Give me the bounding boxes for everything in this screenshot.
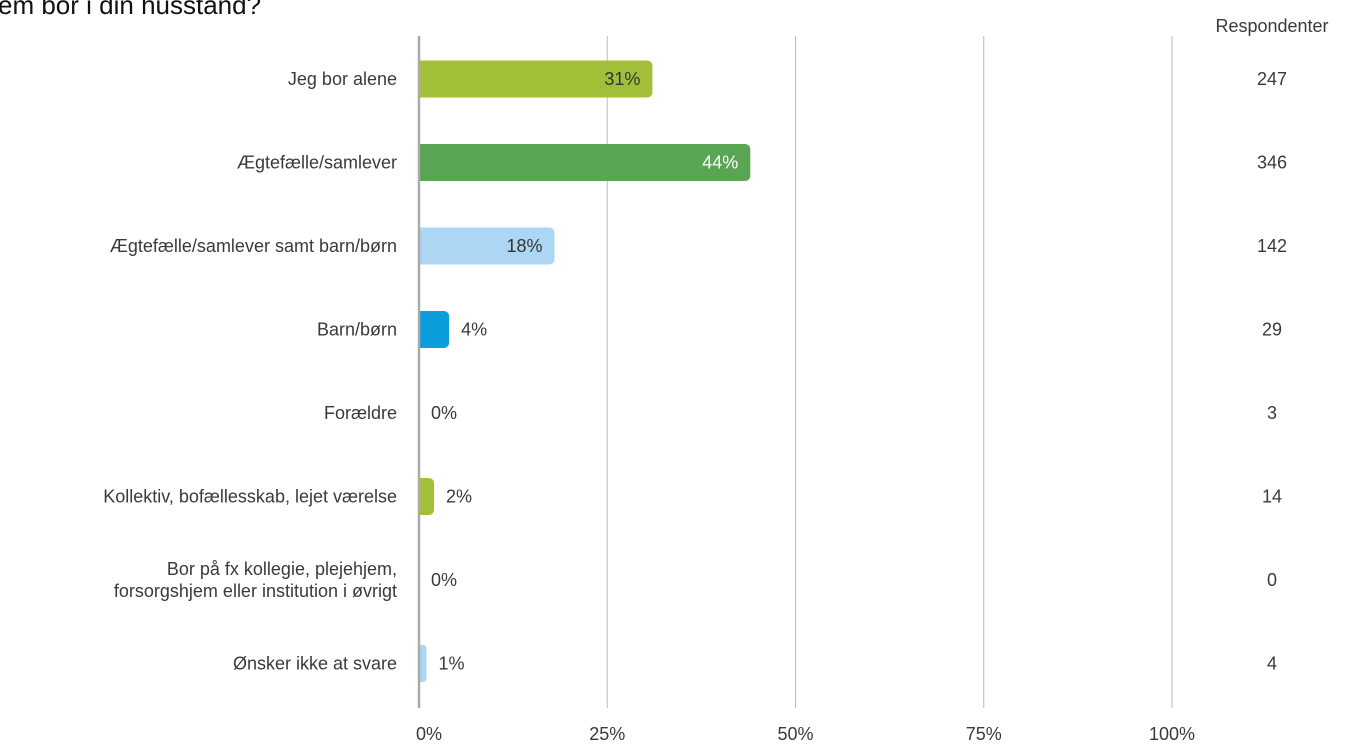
category-label-8: Ønsker ikke at svare bbox=[233, 654, 397, 674]
bar-value-label-5: 0% bbox=[431, 403, 457, 423]
x-tick-label-75: 75% bbox=[966, 724, 1002, 744]
category-label-5: Forældre bbox=[324, 403, 397, 423]
bar-8 bbox=[420, 645, 427, 682]
respondent-count-2: 346 bbox=[1257, 153, 1287, 173]
bar-4 bbox=[420, 311, 450, 348]
bar-1 bbox=[420, 60, 653, 98]
respondent-count-3: 142 bbox=[1257, 236, 1287, 256]
category-label-line: Ønsker ikke at svare bbox=[233, 654, 397, 674]
respondent-count-5: 3 bbox=[1267, 403, 1277, 423]
respondent-count-8: 4 bbox=[1267, 654, 1277, 674]
category-label-line: Forældre bbox=[324, 403, 397, 423]
respondent-count-6: 14 bbox=[1262, 487, 1282, 507]
category-label-line: Barn/børn bbox=[317, 320, 397, 340]
x-tick-label-50: 50% bbox=[777, 724, 813, 744]
bar-value-label-7: 0% bbox=[431, 570, 457, 590]
respondent-count-1: 247 bbox=[1257, 69, 1287, 89]
bar-value-label-3: 18% bbox=[507, 236, 543, 256]
bar-value-label-1: 31% bbox=[604, 69, 640, 89]
bar-6 bbox=[420, 478, 435, 515]
category-label-6: Kollektiv, bofællesskab, lejet værelse bbox=[103, 487, 397, 507]
x-tick-label-25: 25% bbox=[589, 724, 625, 744]
category-label-line: Ægtefælle/samlever bbox=[237, 153, 397, 173]
category-label-line: Bor på fx kollegie, plejehjem, bbox=[167, 559, 397, 579]
category-label-3: Ægtefælle/samlever samt barn/børn bbox=[110, 236, 397, 256]
respondent-counts: 247 346 142 29 3 14 0 4 bbox=[1257, 69, 1287, 674]
bar-value-label-6: 2% bbox=[446, 487, 472, 507]
x-tick-label-0: 0% bbox=[416, 724, 442, 744]
category-labels: Jeg bor alene Ægtefælle/samlever Ægtefælle… bbox=[103, 69, 397, 674]
bar-2 bbox=[420, 144, 751, 181]
respondents-header: Respondenter bbox=[1215, 16, 1328, 36]
category-label-line: Kollektiv, bofællesskab, lejet værelse bbox=[103, 487, 397, 507]
category-label-line: Jeg bor alene bbox=[288, 69, 397, 89]
chart-title: em bor i din husstand? bbox=[0, 0, 261, 20]
bar-value-label-8: 1% bbox=[439, 654, 465, 674]
category-label-2: Ægtefælle/samlever bbox=[237, 153, 397, 173]
respondent-count-4: 29 bbox=[1262, 320, 1282, 340]
category-label-line: Ægtefælle/samlever samt barn/børn bbox=[110, 236, 397, 256]
category-label-1: Jeg bor alene bbox=[288, 69, 397, 89]
respondent-count-7: 0 bbox=[1267, 570, 1277, 590]
bar-3 bbox=[420, 227, 555, 265]
category-label-7: Bor på fx kollegie, plejehjem, forsorgshj… bbox=[114, 559, 397, 601]
bar-value-labels: 31% 44% 18% 4% 0% 2% 0% 1% bbox=[431, 69, 738, 674]
category-label-line: forsorgshjem eller institution i øvrigt bbox=[114, 581, 397, 601]
gridlines bbox=[606, 36, 1173, 708]
x-tick-labels: 0% 25% 50% 75% 100% bbox=[416, 724, 1195, 744]
bar-value-label-2: 44% bbox=[702, 153, 738, 173]
bars bbox=[420, 60, 751, 682]
bar-value-label-4: 4% bbox=[461, 320, 487, 340]
x-tick-label-100: 100% bbox=[1149, 724, 1195, 744]
category-label-4: Barn/børn bbox=[317, 320, 397, 340]
